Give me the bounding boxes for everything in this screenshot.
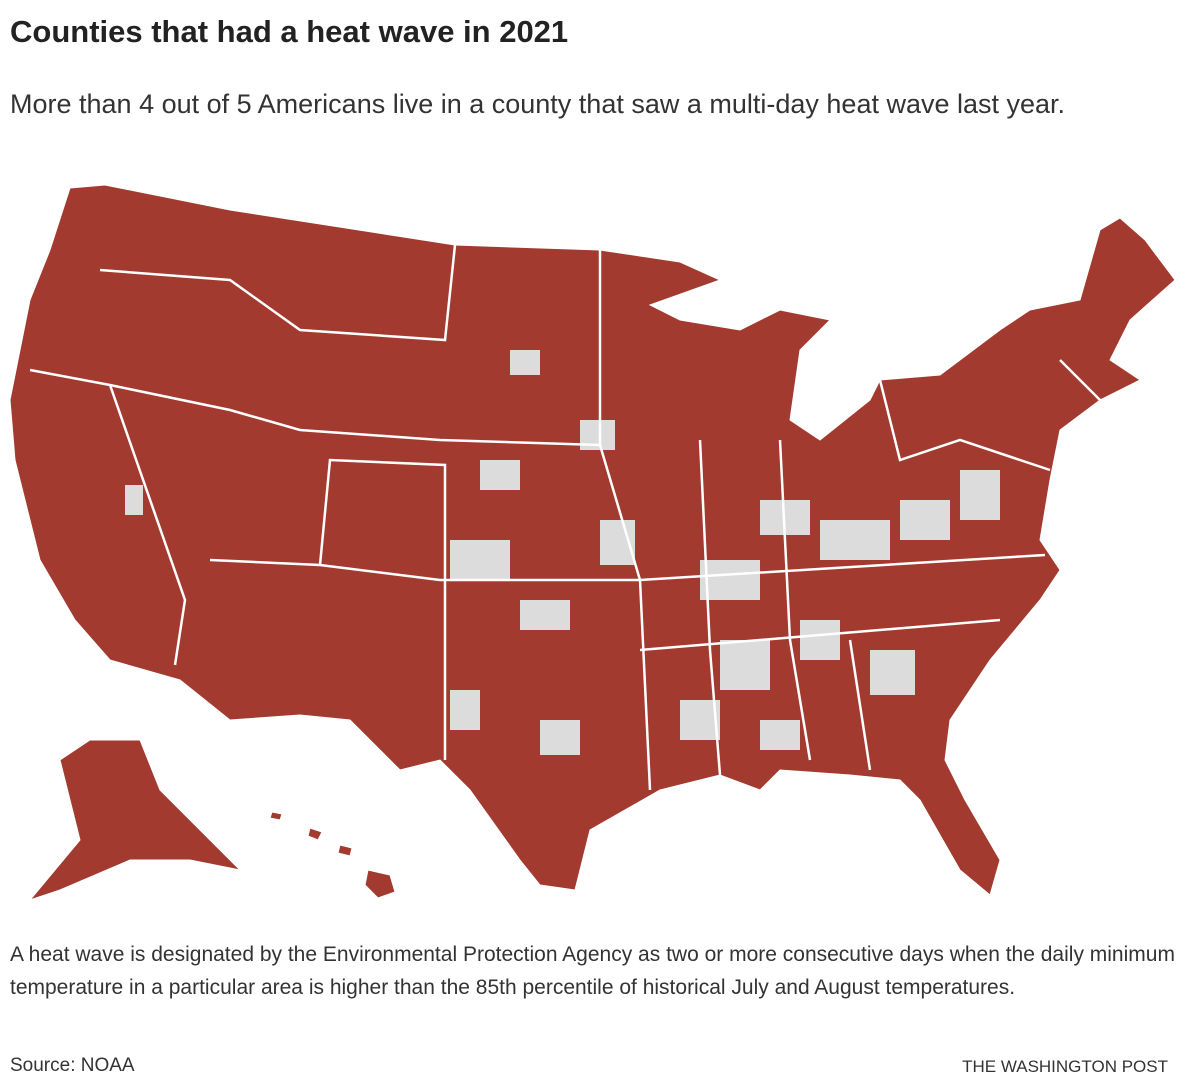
county-patch	[800, 620, 840, 660]
state-border	[698, 439, 722, 776]
county-patch	[510, 350, 540, 375]
title: Counties that had a heat wave in 2021	[10, 14, 569, 49]
county-patch	[450, 540, 510, 580]
hawaii	[364, 869, 396, 899]
county-patch	[720, 640, 770, 690]
state-border	[848, 639, 872, 771]
county-patch	[870, 650, 915, 695]
county-patch	[540, 720, 580, 755]
state-border	[598, 250, 652, 791]
heat-wave-counties	[9, 184, 1176, 902]
alaska	[28, 739, 242, 902]
state-border	[29, 368, 601, 447]
state-border	[99, 244, 457, 342]
county-patch	[700, 560, 760, 600]
state-border	[639, 618, 1001, 652]
hawaii	[269, 811, 283, 821]
state-border	[318, 458, 447, 760]
county-patch	[520, 600, 570, 630]
county-patch	[820, 520, 890, 560]
state-borders	[29, 244, 1101, 791]
county-patch	[760, 720, 800, 750]
subtitle: More than 4 out of 5 Americans live in a…	[10, 89, 1066, 119]
source: Source: NOAA	[10, 1055, 135, 1076]
county-patch	[125, 485, 143, 515]
no-heat-wave-counties	[125, 350, 1000, 755]
note: A heat wave is designated by the Environ…	[10, 943, 1175, 999]
state-border	[209, 553, 1046, 582]
hawaii	[307, 827, 323, 841]
county-patch	[900, 500, 950, 540]
hawaii	[337, 844, 353, 857]
county-patch	[960, 470, 1000, 520]
state-border	[778, 439, 812, 761]
contiguous-us	[9, 184, 1176, 896]
credit: THE WASHINGTON POST	[962, 1057, 1168, 1076]
state-border	[108, 384, 187, 666]
state-border	[1059, 359, 1101, 401]
map	[9, 184, 1176, 902]
state-border	[878, 379, 1051, 472]
county-patch	[450, 690, 480, 730]
county-patch	[480, 460, 520, 490]
